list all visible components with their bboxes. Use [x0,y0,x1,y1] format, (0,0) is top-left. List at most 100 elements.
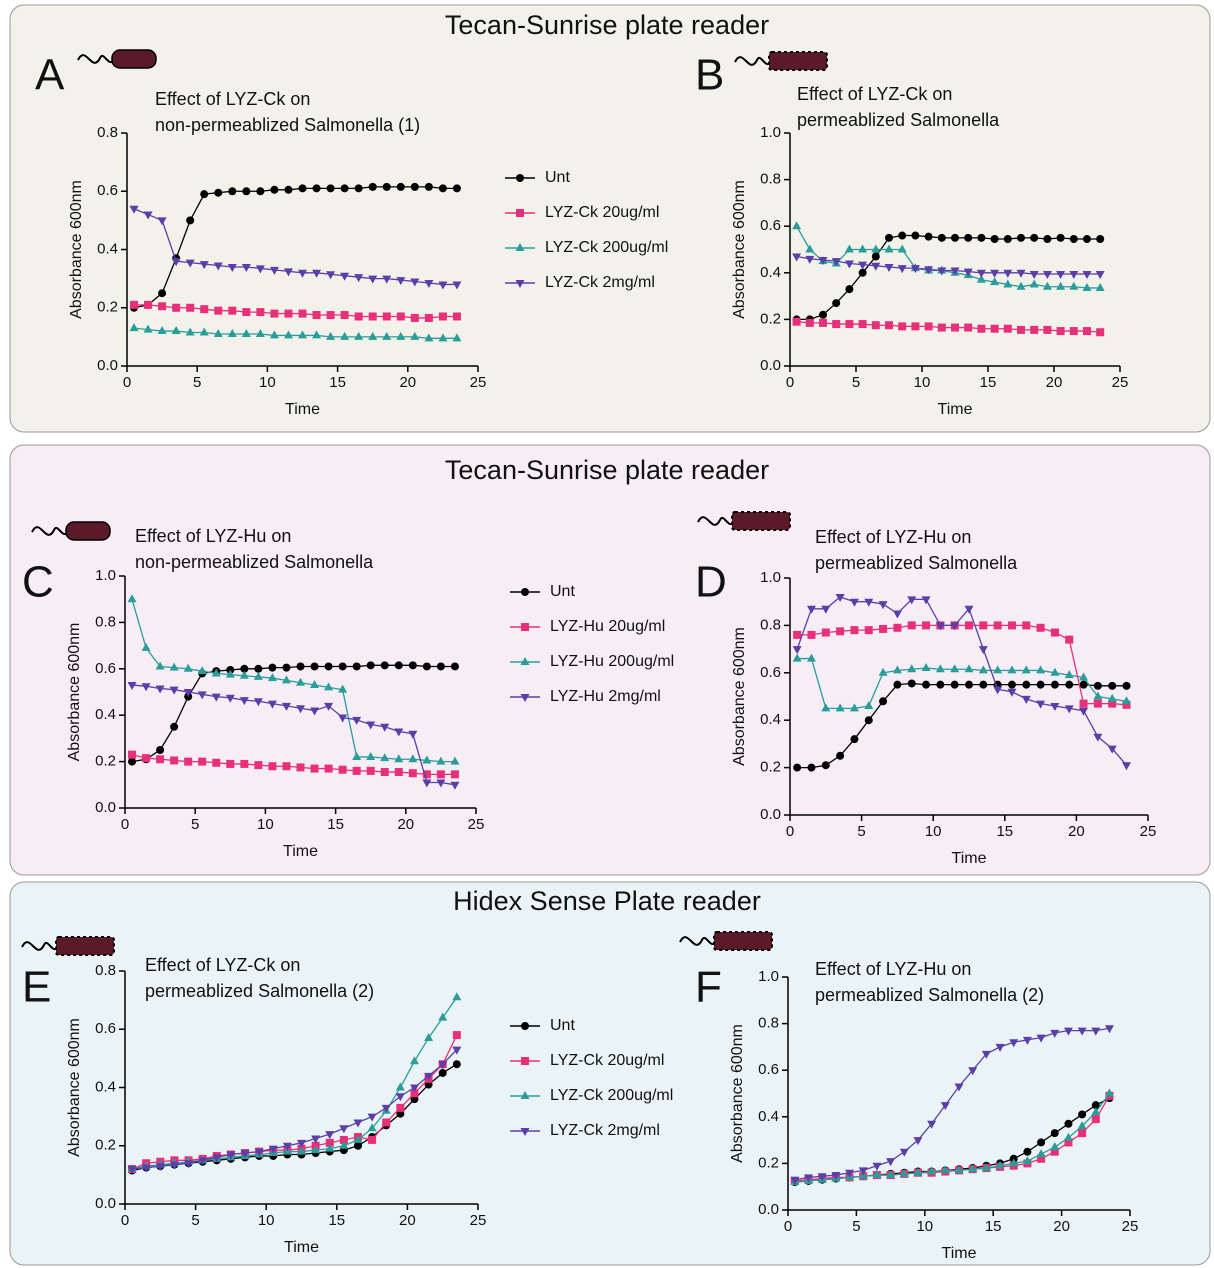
y-tick-label: 0.2 [95,753,116,770]
data-point [284,310,292,318]
data-point [845,320,853,328]
data-point [893,624,901,632]
data-point [991,235,999,243]
data-point [951,681,959,689]
data-point [311,662,319,670]
data-point [1037,681,1045,689]
y-tick-label: 0.0 [760,806,781,823]
data-point [832,320,840,328]
data-point [994,621,1002,629]
x-tick-label: 10 [925,823,942,840]
data-point [872,252,880,260]
data-point [425,183,433,191]
data-point [409,769,417,777]
data-point [425,314,433,322]
data-point [453,1031,461,1039]
y-tick-label: 0.4 [758,1108,779,1125]
x-tick-label: 0 [121,1212,129,1229]
data-point [898,232,906,240]
data-point [1004,325,1012,333]
data-point [977,325,985,333]
y-axis-label: Absorbance 600nm [66,1018,83,1157]
data-point [1064,1120,1072,1128]
data-point [925,233,933,241]
y-tick-label: 0.8 [95,613,116,630]
data-point [1008,621,1016,629]
y-tick-label: 0.6 [97,182,118,199]
data-point [819,311,827,319]
data-point [822,629,830,637]
legend-label: Unt [545,169,570,186]
data-point [381,661,389,669]
data-point [911,322,919,330]
data-point [951,234,959,242]
data-point [268,664,276,672]
y-tick-label: 0.8 [758,1015,779,1032]
data-point [1022,681,1030,689]
chart-title: permeablized Salmonella (2) [145,981,374,1001]
data-point [1123,682,1131,690]
data-point [991,325,999,333]
x-tick-label: 5 [191,1212,199,1229]
y-tick-label: 0.0 [95,1195,116,1212]
data-point [367,661,375,669]
data-point [396,1104,404,1112]
panel-letter: D [695,558,727,607]
legend-label: Unt [550,583,575,600]
y-tick-label: 0.6 [95,1020,116,1037]
data-point [368,1136,376,1144]
data-point [1083,235,1091,243]
data-point [297,662,305,670]
x-tick-label: 5 [852,1218,860,1235]
x-tick-label: 20 [397,816,414,833]
data-point [156,746,164,754]
data-point [200,190,208,198]
x-axis-label: Time [284,1239,319,1256]
data-point [1092,1115,1100,1123]
data-point [911,232,919,240]
data-point [822,761,830,769]
y-axis-label: Absorbance 600nm [729,1024,746,1163]
data-point [284,186,292,194]
data-point [872,321,880,329]
y-tick-label: 0.2 [97,299,118,316]
x-tick-label: 20 [399,374,416,391]
y-tick-label: 0.0 [97,357,118,374]
data-point [865,716,873,724]
x-tick-label: 15 [329,374,346,391]
data-point [172,304,180,312]
data-point [200,305,208,313]
data-point [819,319,827,327]
data-point [1043,235,1051,243]
data-point [313,184,321,192]
data-point [214,189,222,197]
chart-title: Effect of LYZ-Hu on [135,526,291,546]
y-tick-label: 0.2 [758,1154,779,1171]
data-point [925,322,933,330]
data-point [1096,235,1104,243]
y-tick-label: 0.6 [758,1061,779,1078]
data-point [325,662,333,670]
y-tick-label: 0.4 [97,240,118,257]
data-point [1017,326,1025,334]
x-tick-label: 25 [468,816,485,833]
data-point [893,681,901,689]
data-point [885,234,893,242]
data-point [242,187,250,195]
x-tick-label: 5 [193,374,201,391]
y-tick-label: 0.6 [760,664,781,681]
y-tick-label: 0.2 [760,759,781,776]
x-tick-label: 25 [1140,823,1157,840]
legend-label: LYZ-Hu 2mg/ml [550,688,661,705]
y-tick-label: 1.0 [760,569,781,586]
data-point [228,307,236,315]
data-point [423,662,431,670]
data-point [1030,234,1038,242]
section-title: Tecan-Sunrise plate reader [445,10,769,40]
data-point [369,312,377,320]
data-point [977,234,985,242]
data-point [198,758,206,766]
y-tick-label: 0.4 [95,706,116,723]
data-point [938,234,946,242]
legend-marker [521,623,529,631]
